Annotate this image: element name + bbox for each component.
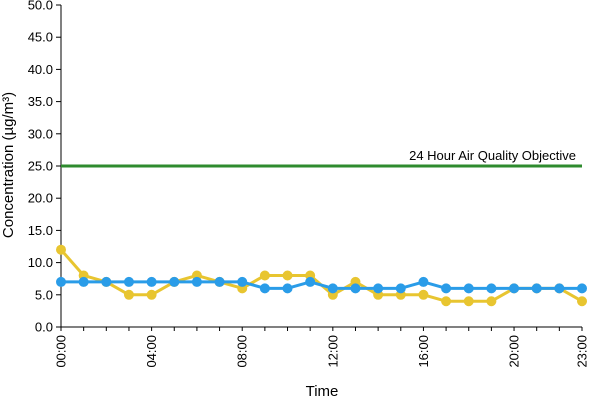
data-point bbox=[146, 289, 157, 300]
data-point bbox=[101, 276, 112, 287]
x-tick-label: 00:00 bbox=[54, 335, 69, 368]
data-point bbox=[78, 276, 89, 287]
x-tick-label: 12:00 bbox=[325, 335, 340, 368]
data-point bbox=[259, 270, 270, 281]
data-point bbox=[395, 283, 406, 294]
data-point bbox=[577, 283, 587, 294]
data-point bbox=[191, 276, 202, 287]
data-point bbox=[418, 276, 429, 287]
data-point bbox=[305, 276, 316, 287]
x-axis: 00:00 04:00 08:00 12:00 16:00 20:00 23:00 bbox=[54, 326, 590, 368]
data-point bbox=[577, 296, 587, 307]
y-tick-label: 15.0 bbox=[28, 223, 53, 238]
y-tick-label: 10.0 bbox=[28, 255, 53, 270]
y-tick-label: 50.0 bbox=[28, 0, 53, 13]
y-axis-title: Concentration (µg/m³) bbox=[0, 92, 17, 238]
data-point bbox=[123, 289, 134, 300]
data-point bbox=[327, 283, 338, 294]
x-tick-label: 08:00 bbox=[235, 335, 250, 368]
series-1 bbox=[56, 244, 587, 307]
data-point bbox=[418, 289, 429, 300]
data-point bbox=[441, 296, 452, 307]
data-point bbox=[56, 276, 66, 287]
series-group bbox=[56, 244, 587, 307]
data-point bbox=[554, 283, 565, 294]
data-point bbox=[463, 296, 474, 307]
data-point bbox=[56, 244, 66, 255]
data-point bbox=[373, 283, 384, 294]
y-tick-label: 0.0 bbox=[35, 320, 53, 335]
series-line bbox=[61, 280, 582, 290]
y-tick-label: 35.0 bbox=[28, 94, 53, 109]
data-point bbox=[146, 276, 157, 287]
data-point bbox=[214, 276, 225, 287]
y-tick-label: 40.0 bbox=[28, 62, 53, 77]
data-point bbox=[259, 283, 270, 294]
y-tick-label: 20.0 bbox=[28, 191, 53, 206]
x-tick-label: 04:00 bbox=[144, 335, 159, 368]
y-tick-label: 25.0 bbox=[28, 159, 53, 174]
x-axis-title: Time bbox=[306, 383, 339, 400]
reference-line-group: 24 Hour Air Quality Objective bbox=[61, 148, 582, 168]
data-point bbox=[486, 283, 497, 294]
data-point bbox=[486, 296, 497, 307]
data-point bbox=[282, 270, 293, 281]
data-point bbox=[237, 276, 248, 287]
data-point bbox=[350, 283, 361, 294]
data-point bbox=[282, 283, 293, 294]
reference-line-label: 24 Hour Air Quality Objective bbox=[409, 148, 576, 163]
data-point bbox=[441, 283, 452, 294]
data-point bbox=[509, 283, 520, 294]
y-tick-label: 30.0 bbox=[28, 126, 53, 141]
series-2 bbox=[56, 276, 587, 294]
y-tick-label: 45.0 bbox=[28, 30, 53, 45]
y-axis: 0.0 5.0 10.0 15.0 20.0 25.0 30.0 35.0 40.0 45.0 50… bbox=[28, 0, 62, 335]
series-line bbox=[59, 248, 583, 303]
y-tick-label: 5.0 bbox=[35, 287, 53, 302]
x-tick-label: 20:00 bbox=[507, 335, 522, 368]
x-tick-label: 23:00 bbox=[575, 335, 590, 368]
data-point bbox=[463, 283, 474, 294]
data-point bbox=[169, 276, 180, 287]
data-point bbox=[531, 283, 542, 294]
x-tick-label: 16:00 bbox=[416, 335, 431, 368]
data-point bbox=[123, 276, 134, 287]
